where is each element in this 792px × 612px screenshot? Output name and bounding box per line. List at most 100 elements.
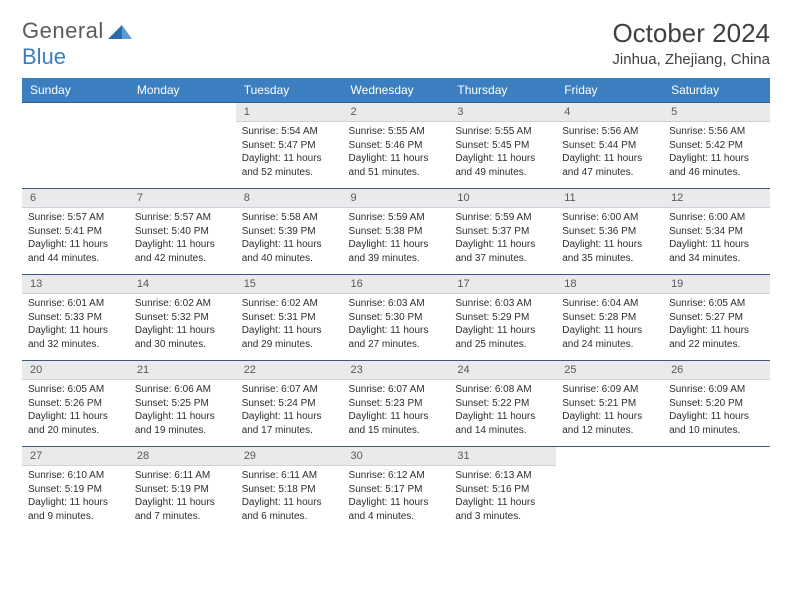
daylight-line: Daylight: 11 hours and 4 minutes.: [349, 496, 444, 523]
daylight-line: Daylight: 11 hours and 25 minutes.: [455, 324, 550, 351]
daylight-line: Daylight: 11 hours and 30 minutes.: [135, 324, 230, 351]
day-details: Sunrise: 5:55 AMSunset: 5:45 PMDaylight:…: [449, 122, 556, 183]
calendar-day-cell: 13Sunrise: 6:01 AMSunset: 5:33 PMDayligh…: [22, 274, 129, 360]
weekday-header: Tuesday: [236, 78, 343, 102]
day-details: Sunrise: 6:10 AMSunset: 5:19 PMDaylight:…: [22, 466, 129, 527]
header: General October 2024 Jinhua, Zhejiang, C…: [22, 18, 770, 68]
sunset-line: Sunset: 5:31 PM: [242, 311, 337, 325]
sunrise-line: Sunrise: 6:01 AM: [28, 297, 123, 311]
day-number: 29: [236, 446, 343, 466]
sunrise-line: Sunrise: 5:55 AM: [455, 125, 550, 139]
daylight-line: Daylight: 11 hours and 27 minutes.: [349, 324, 444, 351]
day-details: Sunrise: 6:01 AMSunset: 5:33 PMDaylight:…: [22, 294, 129, 355]
sunset-line: Sunset: 5:38 PM: [349, 225, 444, 239]
sunset-line: Sunset: 5:41 PM: [28, 225, 123, 239]
sunset-line: Sunset: 5:26 PM: [28, 397, 123, 411]
weekday-header: Wednesday: [343, 78, 450, 102]
sunset-line: Sunset: 5:16 PM: [455, 483, 550, 497]
daylight-line: Daylight: 11 hours and 40 minutes.: [242, 238, 337, 265]
day-details: Sunrise: 6:08 AMSunset: 5:22 PMDaylight:…: [449, 380, 556, 441]
day-number: 14: [129, 274, 236, 294]
calendar-day-cell: [556, 446, 663, 532]
calendar-day-cell: 2Sunrise: 5:55 AMSunset: 5:46 PMDaylight…: [343, 102, 450, 188]
logo-text-2: Blue: [22, 44, 66, 70]
day-details: Sunrise: 6:07 AMSunset: 5:23 PMDaylight:…: [343, 380, 450, 441]
daylight-line: Daylight: 11 hours and 39 minutes.: [349, 238, 444, 265]
sunrise-line: Sunrise: 5:55 AM: [349, 125, 444, 139]
sunrise-line: Sunrise: 6:02 AM: [242, 297, 337, 311]
calendar-table: Sunday Monday Tuesday Wednesday Thursday…: [22, 78, 770, 532]
daylight-line: Daylight: 11 hours and 44 minutes.: [28, 238, 123, 265]
calendar-day-cell: 4Sunrise: 5:56 AMSunset: 5:44 PMDaylight…: [556, 102, 663, 188]
day-number: 20: [22, 360, 129, 380]
day-number: 26: [663, 360, 770, 380]
day-number: 31: [449, 446, 556, 466]
sunrise-line: Sunrise: 6:02 AM: [135, 297, 230, 311]
sunrise-line: Sunrise: 6:12 AM: [349, 469, 444, 483]
sunrise-line: Sunrise: 5:54 AM: [242, 125, 337, 139]
calendar-day-cell: [129, 102, 236, 188]
daylight-line: Daylight: 11 hours and 7 minutes.: [135, 496, 230, 523]
sunrise-line: Sunrise: 5:59 AM: [455, 211, 550, 225]
sunset-line: Sunset: 5:19 PM: [28, 483, 123, 497]
daylight-line: Daylight: 11 hours and 20 minutes.: [28, 410, 123, 437]
day-number: 22: [236, 360, 343, 380]
calendar-day-cell: 6Sunrise: 5:57 AMSunset: 5:41 PMDaylight…: [22, 188, 129, 274]
calendar-day-cell: 23Sunrise: 6:07 AMSunset: 5:23 PMDayligh…: [343, 360, 450, 446]
calendar-day-cell: 3Sunrise: 5:55 AMSunset: 5:45 PMDaylight…: [449, 102, 556, 188]
day-number: 5: [663, 102, 770, 122]
sunset-line: Sunset: 5:22 PM: [455, 397, 550, 411]
day-details: Sunrise: 5:59 AMSunset: 5:38 PMDaylight:…: [343, 208, 450, 269]
weekday-header: Thursday: [449, 78, 556, 102]
sunrise-line: Sunrise: 5:59 AM: [349, 211, 444, 225]
weekday-header: Sunday: [22, 78, 129, 102]
day-number: 4: [556, 102, 663, 122]
sunset-line: Sunset: 5:29 PM: [455, 311, 550, 325]
daylight-line: Daylight: 11 hours and 52 minutes.: [242, 152, 337, 179]
day-number: 24: [449, 360, 556, 380]
sunset-line: Sunset: 5:28 PM: [562, 311, 657, 325]
day-number: 2: [343, 102, 450, 122]
calendar-day-cell: 30Sunrise: 6:12 AMSunset: 5:17 PMDayligh…: [343, 446, 450, 532]
calendar-week-row: 27Sunrise: 6:10 AMSunset: 5:19 PMDayligh…: [22, 446, 770, 532]
day-details: Sunrise: 6:05 AMSunset: 5:26 PMDaylight:…: [22, 380, 129, 441]
sunrise-line: Sunrise: 6:05 AM: [669, 297, 764, 311]
sunrise-line: Sunrise: 6:10 AM: [28, 469, 123, 483]
sunset-line: Sunset: 5:44 PM: [562, 139, 657, 153]
sunset-line: Sunset: 5:19 PM: [135, 483, 230, 497]
day-details: Sunrise: 6:03 AMSunset: 5:30 PMDaylight:…: [343, 294, 450, 355]
calendar-day-cell: 21Sunrise: 6:06 AMSunset: 5:25 PMDayligh…: [129, 360, 236, 446]
sunrise-line: Sunrise: 6:09 AM: [562, 383, 657, 397]
sunset-line: Sunset: 5:24 PM: [242, 397, 337, 411]
calendar-day-cell: 22Sunrise: 6:07 AMSunset: 5:24 PMDayligh…: [236, 360, 343, 446]
sunrise-line: Sunrise: 6:06 AM: [135, 383, 230, 397]
daylight-line: Daylight: 11 hours and 14 minutes.: [455, 410, 550, 437]
day-details: Sunrise: 6:00 AMSunset: 5:34 PMDaylight:…: [663, 208, 770, 269]
calendar-week-row: 20Sunrise: 6:05 AMSunset: 5:26 PMDayligh…: [22, 360, 770, 446]
day-number: 10: [449, 188, 556, 208]
title-block: October 2024 Jinhua, Zhejiang, China: [612, 18, 770, 68]
sunset-line: Sunset: 5:37 PM: [455, 225, 550, 239]
daylight-line: Daylight: 11 hours and 49 minutes.: [455, 152, 550, 179]
sunrise-line: Sunrise: 6:11 AM: [242, 469, 337, 483]
sunset-line: Sunset: 5:17 PM: [349, 483, 444, 497]
calendar-day-cell: 11Sunrise: 6:00 AMSunset: 5:36 PMDayligh…: [556, 188, 663, 274]
sunset-line: Sunset: 5:20 PM: [669, 397, 764, 411]
day-details: Sunrise: 6:07 AMSunset: 5:24 PMDaylight:…: [236, 380, 343, 441]
calendar-day-cell: 18Sunrise: 6:04 AMSunset: 5:28 PMDayligh…: [556, 274, 663, 360]
triangle-icon: [108, 25, 132, 41]
sunrise-line: Sunrise: 6:09 AM: [669, 383, 764, 397]
daylight-line: Daylight: 11 hours and 6 minutes.: [242, 496, 337, 523]
day-number: 19: [663, 274, 770, 294]
day-details: Sunrise: 6:03 AMSunset: 5:29 PMDaylight:…: [449, 294, 556, 355]
sunset-line: Sunset: 5:27 PM: [669, 311, 764, 325]
day-number: 11: [556, 188, 663, 208]
sunset-line: Sunset: 5:42 PM: [669, 139, 764, 153]
logo: General: [22, 18, 132, 44]
sunset-line: Sunset: 5:36 PM: [562, 225, 657, 239]
sunrise-line: Sunrise: 6:03 AM: [455, 297, 550, 311]
day-details: Sunrise: 6:11 AMSunset: 5:19 PMDaylight:…: [129, 466, 236, 527]
sunset-line: Sunset: 5:32 PM: [135, 311, 230, 325]
day-details: Sunrise: 6:11 AMSunset: 5:18 PMDaylight:…: [236, 466, 343, 527]
calendar-day-cell: [22, 102, 129, 188]
